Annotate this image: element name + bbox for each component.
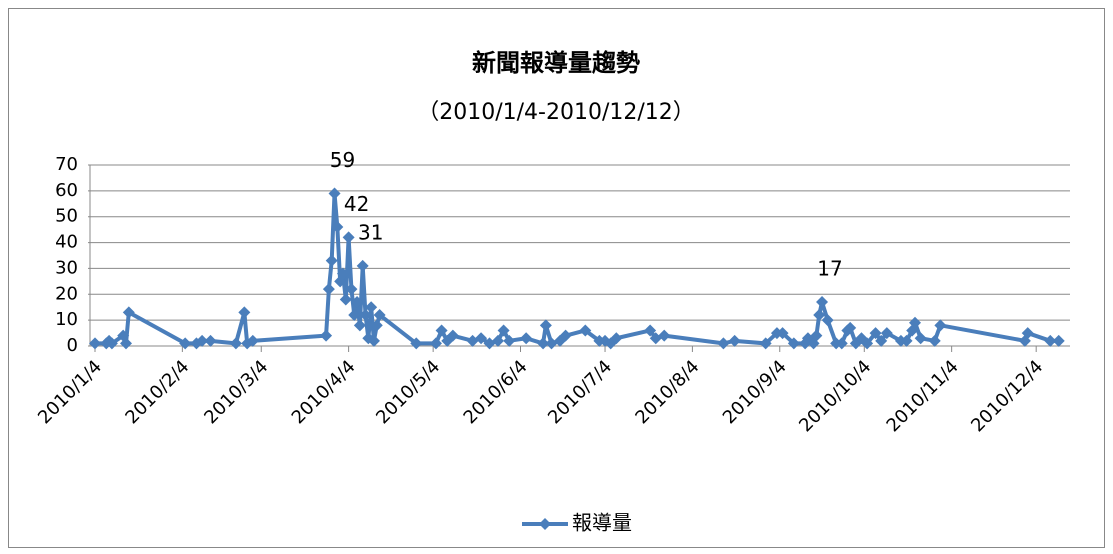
data-point (356, 259, 369, 272)
data-point (728, 334, 741, 347)
data-point (336, 267, 349, 280)
data-point (367, 334, 380, 347)
chart-subtitle: （2010/1/4-2010/12/12） (417, 100, 695, 125)
y-tick-label: 50 (55, 206, 78, 227)
data-point (914, 332, 927, 345)
legend-marker (539, 518, 551, 530)
data-point (179, 337, 192, 350)
data-point (365, 301, 378, 314)
data-point (105, 337, 118, 350)
data-point (1021, 327, 1034, 340)
data-point (342, 231, 355, 244)
data-label: 59 (330, 148, 355, 172)
data-point (644, 324, 657, 337)
data-point (844, 321, 857, 334)
data-point (353, 319, 366, 332)
data-point (579, 324, 592, 337)
data-point (503, 334, 516, 347)
data-label: 42 (344, 192, 369, 216)
data-point (928, 334, 941, 347)
y-tick-label: 10 (55, 309, 78, 330)
data-point (776, 327, 789, 340)
data-point (861, 337, 874, 350)
data-point (717, 337, 730, 350)
data-point (373, 308, 386, 321)
data-point (229, 337, 242, 350)
data-point (759, 337, 772, 350)
y-tick-label: 40 (55, 232, 78, 253)
data-point (238, 306, 251, 319)
data-point (900, 334, 913, 347)
data-point (497, 324, 510, 337)
y-tick-label: 60 (55, 180, 78, 201)
data-point (328, 187, 341, 200)
data-point (435, 324, 448, 337)
data-point (610, 332, 623, 345)
data-point (880, 327, 893, 340)
y-tick-label: 0 (67, 335, 78, 356)
data-point (816, 296, 829, 309)
data-point (869, 327, 882, 340)
data-point (1052, 334, 1065, 347)
y-tick-label: 70 (55, 154, 78, 175)
data-point (909, 316, 922, 329)
data-point (475, 332, 488, 345)
data-point (787, 337, 800, 350)
data-point (1044, 334, 1057, 347)
data-point (934, 319, 947, 332)
data-point (410, 337, 423, 350)
y-tick-label: 20 (55, 283, 78, 304)
chart-title: 新聞報導量趨勢 (472, 49, 640, 77)
data-point (810, 329, 823, 342)
data-point (446, 329, 459, 342)
data-point (331, 221, 344, 234)
data-point (351, 296, 364, 309)
data-point (537, 337, 550, 350)
data-point (325, 254, 338, 267)
data-point (119, 337, 132, 350)
chart-border (8, 8, 1105, 548)
data-point (491, 334, 504, 347)
data-point (835, 337, 848, 350)
data-point (196, 334, 209, 347)
data-point (246, 334, 259, 347)
data-point (345, 283, 358, 296)
data-point (813, 308, 826, 321)
data-point (429, 337, 442, 350)
data-point (370, 319, 383, 332)
data-point (658, 329, 671, 342)
legend-label: 報導量 (572, 511, 632, 535)
data-point (520, 332, 533, 345)
data-point (122, 306, 135, 319)
data-point (339, 293, 352, 306)
data-point (322, 283, 335, 296)
y-tick-label: 30 (55, 257, 78, 278)
data-point (320, 329, 333, 342)
data-point (821, 314, 834, 327)
data-label: 31 (358, 220, 383, 244)
data-point (89, 337, 101, 350)
data-point (559, 329, 572, 342)
data-point (539, 319, 552, 332)
data-point (204, 334, 217, 347)
data-point (875, 334, 888, 347)
data-point (348, 308, 361, 321)
data-label: 17 (817, 257, 842, 281)
data-point (359, 308, 372, 321)
